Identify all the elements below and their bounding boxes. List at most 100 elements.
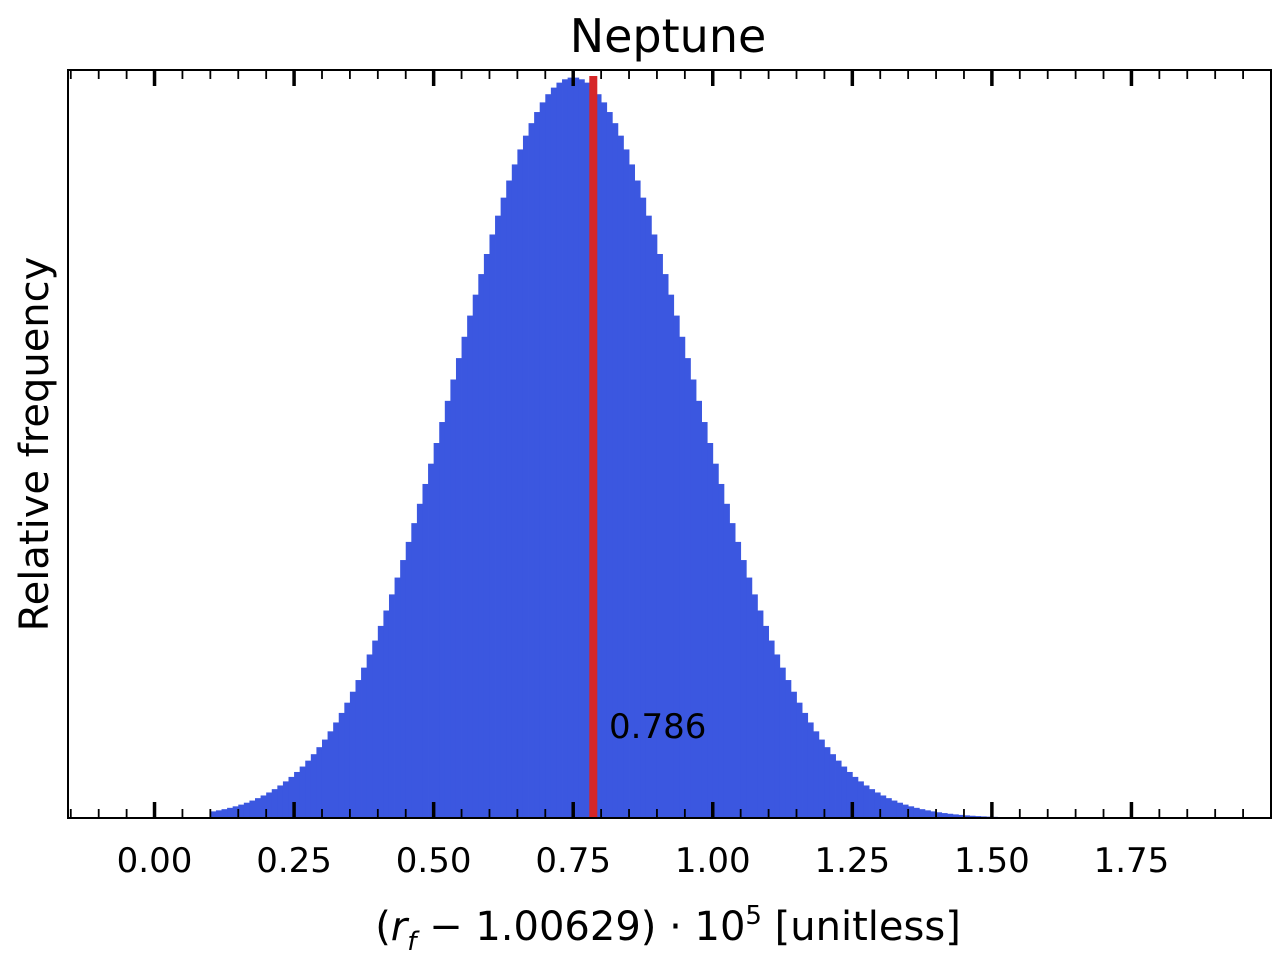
histogram-bar <box>941 813 948 818</box>
histogram-bar <box>712 463 719 818</box>
histogram-bar <box>461 336 468 818</box>
histogram-bar <box>640 197 647 818</box>
x-tick-label: 0.25 <box>256 841 332 881</box>
histogram-bar <box>735 541 742 818</box>
histogram-bar <box>349 691 356 818</box>
histogram-bar <box>595 94 602 818</box>
histogram-bar <box>539 102 546 819</box>
histogram-bar <box>774 654 781 818</box>
histogram-bar <box>522 135 529 818</box>
histogram-bar <box>327 731 334 818</box>
histogram-bar <box>215 810 222 818</box>
histogram-bar <box>249 800 256 818</box>
histogram-bar <box>472 294 479 818</box>
histogram-bar <box>969 815 976 818</box>
histogram-bar <box>768 640 775 818</box>
histogram-bar <box>411 523 418 818</box>
histogram-bar <box>439 422 446 818</box>
histogram-bar <box>606 112 613 818</box>
histogram-bar <box>545 94 552 818</box>
histogram-bar <box>701 422 708 818</box>
histogram-bar <box>321 739 328 818</box>
histogram-bar <box>444 400 451 818</box>
histogram-bar <box>936 812 943 818</box>
histogram-bar <box>690 379 697 818</box>
histogram-bar <box>277 785 284 818</box>
histogram-bar <box>511 164 518 818</box>
x-tick-label: 0.75 <box>535 841 611 881</box>
histogram-bar <box>266 792 273 818</box>
plot-frame <box>67 69 1272 819</box>
histogram-bar <box>243 802 250 818</box>
histogram-bar <box>528 123 535 819</box>
histogram-bar <box>271 789 278 818</box>
histogram-bar <box>506 180 513 818</box>
chart-title: Neptune <box>570 9 767 63</box>
histogram-bar <box>483 253 490 818</box>
histogram-bar <box>366 654 373 818</box>
histogram-bar <box>723 503 730 818</box>
histogram-bar <box>835 760 842 818</box>
histogram-bar <box>617 135 624 818</box>
histogram-bar <box>790 691 797 818</box>
histogram-bar <box>874 792 881 818</box>
histogram-bar <box>958 814 965 818</box>
histogram-bar <box>601 102 608 819</box>
marker-label: 0.786 <box>609 707 706 747</box>
histogram-bar <box>562 79 569 819</box>
histogram-bar <box>623 149 630 819</box>
histogram-bar <box>924 810 931 818</box>
histogram-bar <box>662 274 669 818</box>
histogram-bar <box>963 815 970 818</box>
y-axis-label: Relative frequency <box>12 257 58 632</box>
histogram-bars <box>210 77 998 819</box>
histogram-bar <box>757 610 764 818</box>
histogram-bar <box>567 77 574 818</box>
histogram-bar <box>495 215 502 818</box>
histogram-bar <box>629 164 636 818</box>
histogram-bar <box>232 806 239 818</box>
histogram-bar <box>807 722 814 818</box>
histogram-bar <box>718 483 725 818</box>
histogram-bar <box>634 180 641 818</box>
histogram-bar <box>645 215 652 818</box>
x-tick-label: 0.50 <box>396 841 472 881</box>
histogram-bar <box>813 731 820 818</box>
histogram-bar <box>299 766 306 818</box>
histogram-bar <box>372 640 379 818</box>
histogram-bar <box>751 594 758 818</box>
histogram-bar <box>673 315 680 818</box>
histogram-bar <box>908 806 915 818</box>
histogram-bar <box>824 747 831 818</box>
x-tick-label: 1.50 <box>954 841 1030 881</box>
histogram-bar <box>729 523 736 818</box>
histogram-bar <box>852 776 859 818</box>
histogram-bar <box>857 781 864 818</box>
histogram-bar <box>282 781 289 818</box>
histogram-bar <box>344 702 351 818</box>
axis-ticks <box>69 70 1272 818</box>
x-tick-label: 1.00 <box>675 841 751 881</box>
histogram-bar <box>478 274 485 818</box>
x-tick-label: 1.75 <box>1094 841 1170 881</box>
histogram-bar <box>333 722 340 818</box>
histogram-bar <box>556 82 563 818</box>
histogram-bar <box>455 358 462 818</box>
histogram-bar <box>947 813 954 818</box>
histogram-bar <box>388 594 395 818</box>
histogram-bar <box>779 667 786 818</box>
histogram-bar <box>394 577 401 818</box>
histogram-bar <box>450 379 457 818</box>
histogram-bar <box>405 541 412 818</box>
histogram-bar <box>913 807 920 818</box>
histogram-bar <box>896 802 903 818</box>
histogram-bar <box>841 766 848 818</box>
histogram-bar <box>880 795 887 818</box>
histogram-bar <box>422 483 429 818</box>
x-axis-label: (rf − 1.00629) · 105 [unitless] <box>375 901 961 957</box>
histogram-bar <box>338 712 345 818</box>
histogram-bar <box>489 234 496 818</box>
histogram-bar <box>891 800 898 818</box>
histogram-bar <box>679 336 686 818</box>
histogram-bar <box>746 577 753 818</box>
